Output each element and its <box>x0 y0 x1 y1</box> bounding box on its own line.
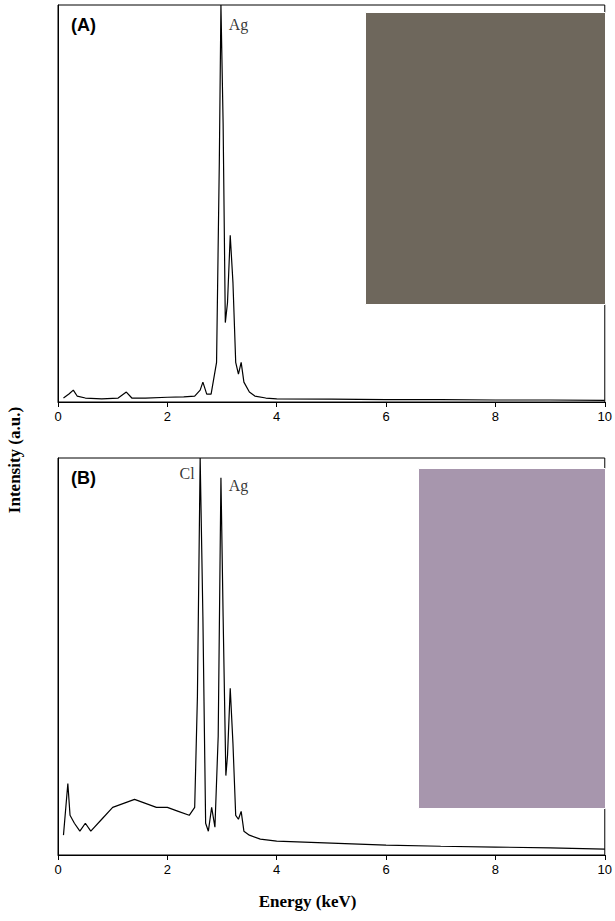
svg-text:4: 4 <box>273 862 280 877</box>
svg-text:8: 8 <box>492 862 499 877</box>
svg-text:10: 10 <box>598 409 612 424</box>
svg-text:6: 6 <box>382 862 389 877</box>
svg-text:Intensity (a.u.): Intensity (a.u.) <box>5 407 24 513</box>
svg-text:Ag: Ag <box>229 477 249 495</box>
svg-text:(A): (A) <box>71 15 96 35</box>
svg-text:6: 6 <box>382 409 389 424</box>
svg-text:4: 4 <box>273 409 280 424</box>
svg-text:Cl: Cl <box>179 465 195 482</box>
svg-text:0: 0 <box>54 862 61 877</box>
svg-text:2: 2 <box>164 409 171 424</box>
svg-text:2: 2 <box>164 862 171 877</box>
svg-text:Energy (keV): Energy (keV) <box>259 892 357 911</box>
svg-text:8: 8 <box>492 409 499 424</box>
svg-text:Ag: Ag <box>229 16 249 34</box>
svg-text:(B): (B) <box>71 468 96 488</box>
svg-text:10: 10 <box>598 862 612 877</box>
svg-text:0: 0 <box>54 409 61 424</box>
